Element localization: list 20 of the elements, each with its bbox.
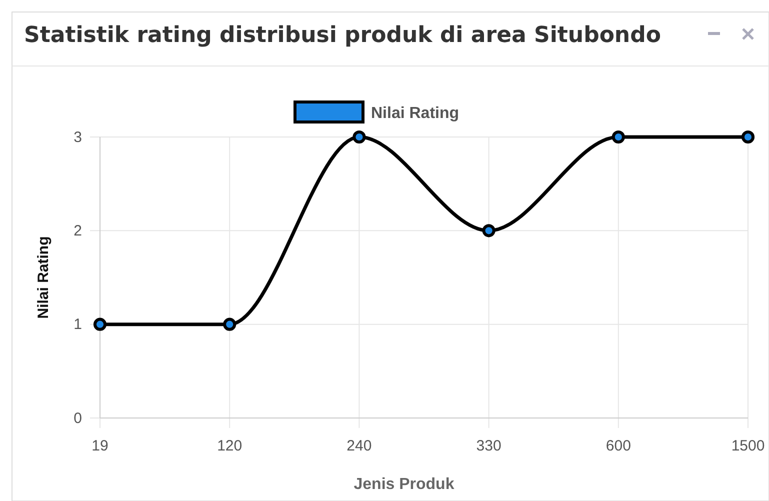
- y-tick-label: 2: [74, 222, 82, 240]
- legend-label: Nilai Rating: [371, 105, 460, 122]
- x-tick-label: 600: [606, 438, 631, 455]
- point: [612, 130, 625, 144]
- y-tick-label: 0: [74, 410, 82, 427]
- x-tick-label: 1500: [731, 438, 765, 455]
- point: [223, 318, 236, 331]
- x-tick-label: 240: [346, 438, 372, 455]
- x-tick-label: 330: [476, 438, 502, 455]
- x-axis-title: Jenis Produk: [354, 476, 454, 493]
- y-tick-label: 1: [74, 316, 82, 334]
- y-tick-label: 3: [74, 128, 82, 146]
- x-tick-label: 19: [92, 438, 108, 455]
- point: [352, 130, 366, 144]
- point: [93, 318, 107, 331]
- x-tick-label: 120: [217, 438, 242, 455]
- chart-title: Statistik rating distribusi produk di area Situbondo: [24, 23, 661, 48]
- point: [741, 130, 755, 144]
- y-axis-title: Nilai Rating: [35, 236, 52, 319]
- point: [482, 224, 496, 238]
